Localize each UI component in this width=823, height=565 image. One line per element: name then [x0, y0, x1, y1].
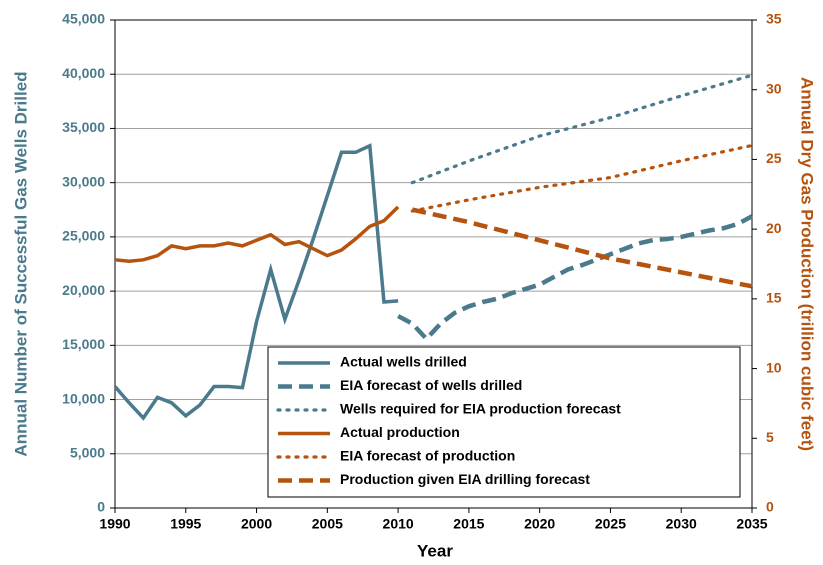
y2-tick-label: 15 — [766, 290, 782, 306]
legend-label: Production given EIA drilling forecast — [340, 471, 590, 487]
y-tick-label: 45,000 — [62, 11, 105, 27]
x-tick-label: 2030 — [666, 516, 697, 532]
y-tick-label: 15,000 — [62, 336, 105, 352]
x-tick-label: 2035 — [736, 516, 767, 532]
x-tick-label: 1990 — [99, 516, 130, 532]
x-tick-label: 2015 — [453, 516, 484, 532]
series-line — [411, 207, 753, 289]
y2-axis-label: Annual Dry Gas Production (trillion cubi… — [798, 77, 817, 451]
y-tick-label: 20,000 — [62, 282, 105, 298]
legend-label: EIA forecast of wells drilled — [340, 377, 522, 393]
y-tick-label: 40,000 — [62, 65, 105, 81]
y-tick-label: 25,000 — [62, 228, 105, 244]
legend-label: Wells required for EIA production foreca… — [340, 401, 621, 417]
x-tick-label: 2005 — [312, 516, 343, 532]
x-axis-label: Year — [417, 541, 453, 560]
x-tick-label: 1995 — [170, 516, 201, 532]
x-tick-label: 2025 — [595, 516, 626, 532]
y-tick-label: 35,000 — [62, 119, 105, 135]
y2-tick-label: 25 — [766, 150, 782, 166]
series-line — [410, 143, 754, 213]
y2-tick-label: 5 — [766, 429, 774, 445]
x-tick-label: 2010 — [383, 516, 414, 532]
y-tick-label: 10,000 — [62, 390, 105, 406]
y-tick-label: 5,000 — [70, 444, 105, 460]
series-line — [397, 214, 754, 343]
legend-label: EIA forecast of production — [340, 448, 515, 464]
y2-tick-label: 30 — [766, 80, 782, 96]
x-tick-label: 2020 — [524, 516, 555, 532]
series-line — [113, 143, 399, 421]
y2-tick-label: 0 — [766, 499, 774, 515]
y-axis-label: Annual Number of Successful Gas Wells Dr… — [11, 71, 30, 456]
y-tick-label: 0 — [97, 499, 105, 515]
y2-tick-label: 20 — [766, 220, 782, 236]
legend-label: Actual production — [340, 424, 460, 440]
y2-tick-label: 35 — [766, 11, 782, 27]
y-tick-label: 30,000 — [62, 173, 105, 189]
y2-tick-label: 10 — [766, 359, 782, 375]
series-line — [114, 205, 400, 263]
legend-box — [267, 346, 741, 498]
legend-label: Actual wells drilled — [340, 354, 467, 370]
plot-frame — [114, 19, 753, 509]
series-line — [410, 73, 754, 185]
x-tick-label: 2000 — [241, 516, 272, 532]
